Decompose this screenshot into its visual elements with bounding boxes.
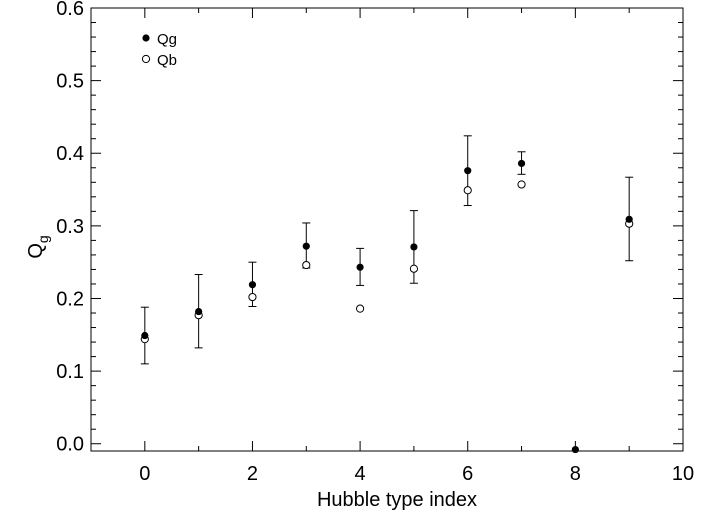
data-point-qb bbox=[355, 304, 365, 313]
x-tick-label: 4 bbox=[355, 463, 366, 485]
x-axis-title: Hubble type index bbox=[317, 489, 477, 511]
data-point-qg bbox=[356, 263, 364, 271]
plot-frame bbox=[90, 7, 684, 452]
data-point-qg bbox=[195, 307, 203, 316]
data-point-qb bbox=[248, 292, 257, 302]
data-point-qg bbox=[248, 281, 257, 289]
data-points bbox=[140, 159, 634, 454]
x-tick-label: 2 bbox=[247, 463, 258, 485]
legend-marker-qb bbox=[141, 54, 151, 64]
x-tick-label: 6 bbox=[462, 463, 473, 485]
data-point-qg bbox=[302, 242, 310, 250]
data-point-qg bbox=[410, 243, 418, 251]
y-tick-label: 0.0 bbox=[56, 434, 84, 456]
x-tick-label: 8 bbox=[570, 463, 581, 485]
data-point-qg bbox=[141, 331, 149, 340]
legend-marker-qg bbox=[142, 34, 150, 42]
legend-label-qb: Qb bbox=[157, 52, 177, 69]
y-tick-label: 0.5 bbox=[56, 71, 84, 93]
data-point-qb bbox=[409, 264, 419, 273]
y-axis-title-subscript: g bbox=[35, 235, 51, 243]
legend: Qg Qb bbox=[141, 31, 177, 69]
data-point-qb bbox=[463, 186, 472, 195]
x-tick-label: 10 bbox=[672, 463, 694, 485]
x-tick-labels: 0 2 4 6 8 10 bbox=[139, 463, 694, 485]
axis-ticks bbox=[90, 7, 684, 451]
y-tick-label: 0.4 bbox=[56, 143, 84, 165]
y-tick-labels: 0.0 0.1 0.2 0.3 0.4 0.5 0.6 bbox=[56, 0, 84, 456]
data-point-qg bbox=[517, 159, 526, 168]
data-point-qg bbox=[625, 215, 633, 223]
y-tick-label: 0.2 bbox=[56, 288, 84, 310]
data-point-qb bbox=[302, 260, 311, 270]
y-axis-title-main: Q bbox=[25, 243, 47, 259]
y-tick-label: 0.3 bbox=[56, 216, 84, 238]
y-tick-label: 0.1 bbox=[56, 361, 84, 383]
y-tick-label: 0.6 bbox=[56, 0, 84, 20]
legend-label-qg: Qg bbox=[157, 31, 177, 48]
y-axis-title: Qg bbox=[25, 235, 51, 258]
error-bars bbox=[140, 135, 634, 365]
x-tick-label: 0 bbox=[139, 463, 150, 485]
data-point-qb bbox=[517, 180, 526, 189]
data-point-qg bbox=[464, 167, 472, 175]
